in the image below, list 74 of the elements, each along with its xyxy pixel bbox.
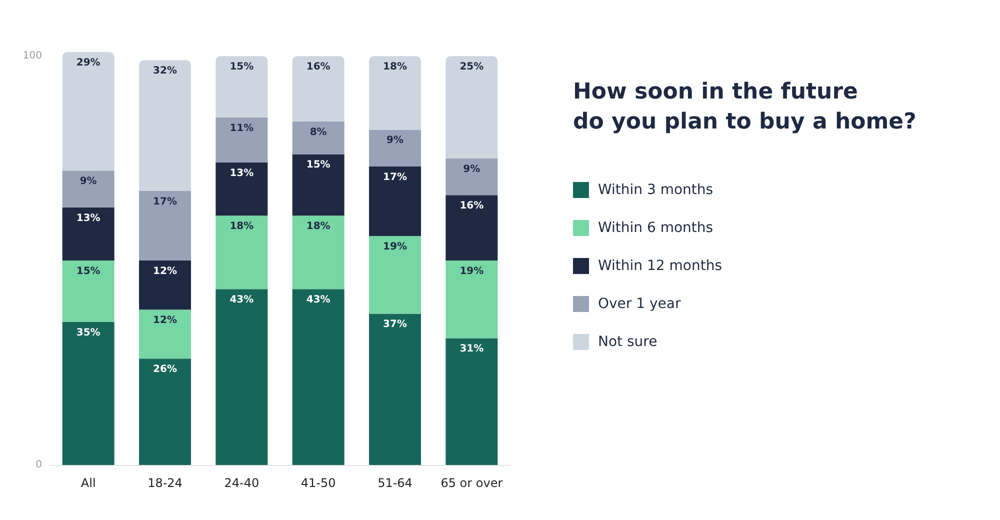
data-label: 8% [310,127,327,138]
data-label: 35% [76,327,100,338]
legend-label: Within 3 months [598,182,714,198]
data-label: 15% [76,266,100,278]
bar [62,260,114,322]
x-tick-label: 65 or over [440,476,503,490]
legend-label: Over 1 year [598,296,681,312]
bar [446,56,498,158]
data-label: 15% [230,62,254,73]
data-label: 15% [306,160,330,171]
bar [292,216,344,290]
data-label: 11% [230,122,254,134]
bar [216,162,268,216]
data-label: 17% [383,172,407,183]
bar [216,216,268,290]
bar [292,122,344,154]
x-tick-label: 51-64 [378,476,412,490]
bar [139,260,191,310]
text: How soon in the future do you plan to buy a home? [573,80,916,134]
data-label: 18% [230,221,254,232]
data-label: 12% [153,266,177,278]
data-label: 9% [80,176,97,188]
x-tick-label: 24-40 [224,476,260,490]
data-label: 32% [153,66,177,77]
bar [446,158,498,196]
data-label: 9% [386,135,404,146]
bar [369,166,421,236]
x-tick-label: 41-50 [300,476,336,490]
data-label: 18% [306,221,330,232]
bar [216,56,268,118]
bar [139,191,191,261]
bar [62,322,114,465]
legend-label: Within 12 months [598,258,722,274]
x-tick-label: All [80,476,96,490]
data-label: 17% [153,196,177,208]
bar [139,60,191,192]
data-label: 25% [460,62,484,73]
data-label: 31% [460,344,484,355]
x-tick-label: 18-24 [148,476,182,490]
data-label: 19% [460,266,484,278]
bar [292,289,344,465]
bar [62,207,114,261]
data-label: 43% [306,294,330,306]
bar [292,56,344,122]
data-label: 29% [76,58,100,68]
data-label: 37% [383,319,407,330]
legend-label: Not sure [598,334,658,350]
data-label: 19% [383,242,407,253]
bar [216,117,268,162]
bar [139,310,191,359]
bar [292,154,344,216]
data-label: 12% [153,315,177,326]
y-tick-label: 100 [22,50,42,62]
data-label: 13% [76,212,100,224]
bar [369,130,421,166]
bar [62,52,114,171]
bar [216,289,268,465]
data-label: 18% [383,62,407,73]
data-label: 16% [306,62,330,73]
bar [446,260,498,338]
bar [369,314,421,465]
data-label: 43% [230,294,254,306]
bar [62,170,114,208]
data-label: 9% [463,164,480,175]
bar [139,358,191,465]
data-label: 13% [230,168,254,179]
data-label: 16% [460,200,484,212]
bar [369,236,421,314]
bar [446,195,498,261]
bar [446,338,498,465]
y-tick-label: 0 [36,460,42,470]
bar [369,56,421,130]
legend-label: Within 6 months [598,220,714,236]
data-label: 26% [153,364,177,376]
